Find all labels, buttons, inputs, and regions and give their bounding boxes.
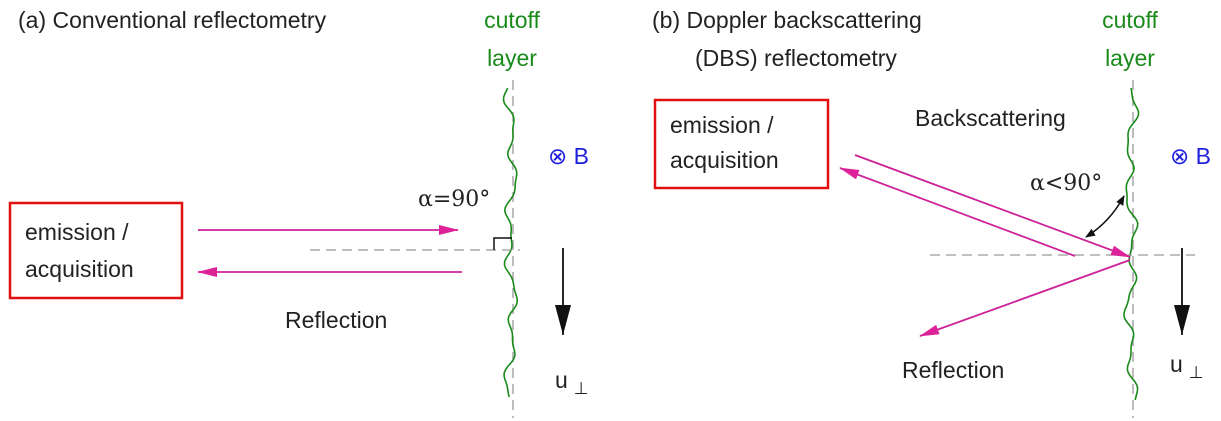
- velocity-label: u ⊥: [555, 367, 589, 398]
- reflection-label: Reflection: [285, 307, 387, 333]
- box: [653, 98, 830, 190]
- reflected-arrow: [919, 259, 1131, 337]
- angle-arc: [1085, 195, 1125, 238]
- cutoff-label: cutoff: [484, 7, 540, 33]
- box: [8, 201, 184, 300]
- panel-b: (b) Doppler backscattering (DBS) reflect…: [652, 7, 1211, 418]
- velocity-subscript: ⊥: [1189, 363, 1204, 382]
- cutoff-label: layer: [487, 45, 537, 71]
- right-angle: [493, 237, 512, 250]
- incident-arrow: [854, 154, 1131, 258]
- title: (b) Doppler backscattering: [652, 7, 922, 33]
- panel-a: (a) Conventional reflectometry cutoff la…: [8, 7, 589, 418]
- reflection-label: Reflection: [902, 357, 1004, 383]
- box-text: acquisition: [670, 147, 779, 173]
- backscattering-label: Backscattering: [915, 105, 1066, 131]
- velocity-subscript: ⊥: [574, 379, 589, 398]
- cutoff-wave: [502, 87, 519, 398]
- velocity-label: u ⊥: [1170, 351, 1204, 382]
- angle-label: α=90°: [418, 187, 490, 212]
- cutoff-label: cutoff: [1102, 7, 1158, 33]
- title: (DBS) reflectometry: [695, 45, 897, 71]
- cutoff-label: layer: [1105, 45, 1155, 71]
- cutoff-wave: [1123, 87, 1140, 401]
- field-label: ⊗ B: [1170, 143, 1211, 169]
- box-text: acquisition: [25, 256, 134, 282]
- field-label: ⊗ B: [548, 143, 589, 169]
- box-text: emission /: [670, 112, 774, 138]
- box-text: emission /: [25, 219, 129, 245]
- backscatter-arrow: [839, 167, 1076, 257]
- title: (a) Conventional reflectometry: [18, 7, 327, 33]
- velocity-symbol: u: [555, 367, 568, 393]
- velocity-symbol: u: [1170, 351, 1183, 377]
- angle-label: α<90°: [1030, 171, 1102, 196]
